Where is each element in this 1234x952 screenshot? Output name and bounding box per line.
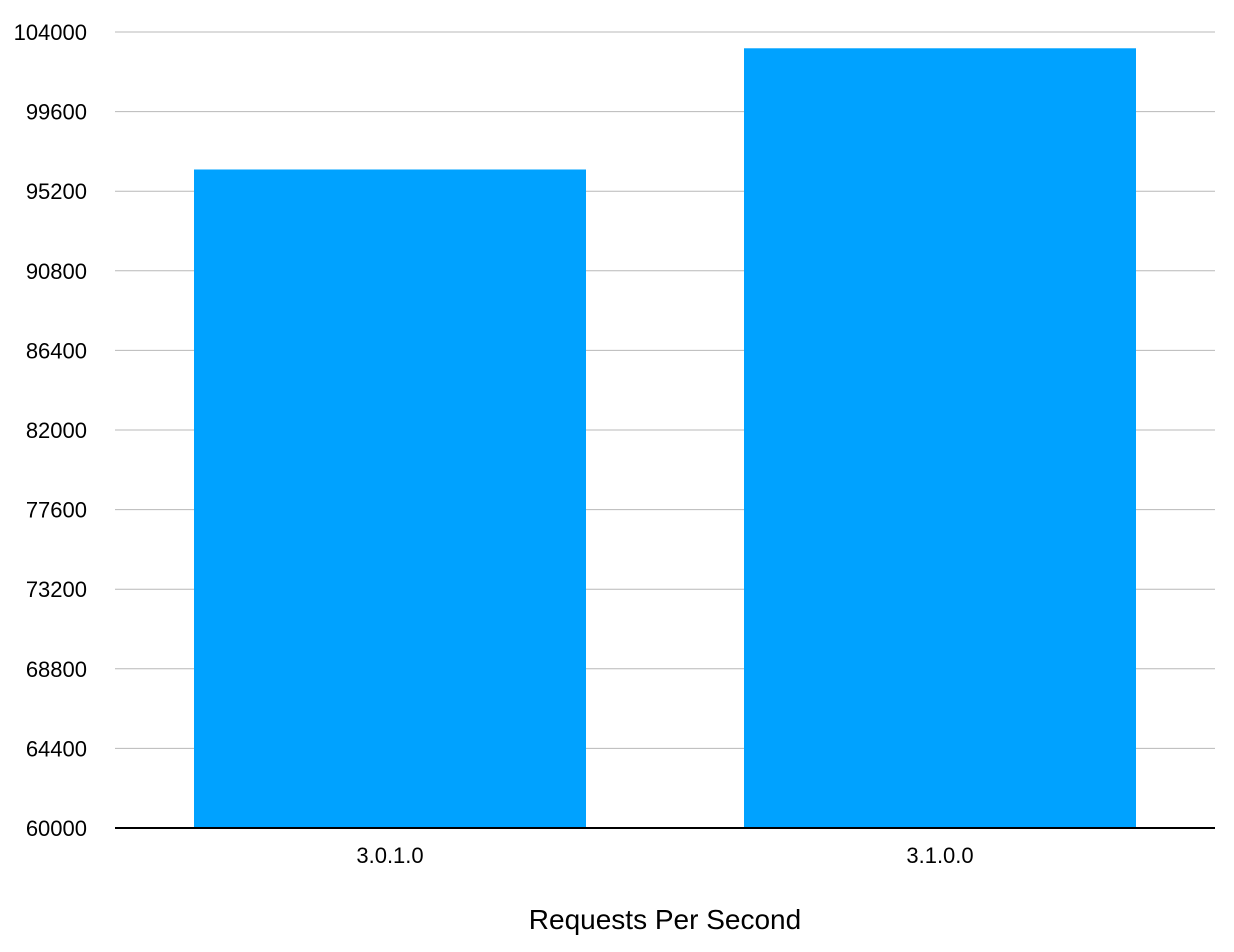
y-tick-label: 60000 (26, 816, 87, 841)
y-tick-label: 104000 (14, 20, 87, 45)
y-tick-label: 82000 (26, 418, 87, 443)
x-tick-label: 3.1.0.0 (906, 843, 973, 868)
y-tick-label: 68800 (26, 657, 87, 682)
x-axis-title: Requests Per Second (529, 904, 801, 935)
y-tick-label: 73200 (26, 577, 87, 602)
y-tick-label: 95200 (26, 179, 87, 204)
bar-3.0.1.0 (194, 169, 586, 828)
y-tick-label: 99600 (26, 100, 87, 125)
y-tick-labels: 104000 99600 95200 90800 86400 82000 77600 7320… (14, 20, 87, 841)
y-tick-label: 86400 (26, 338, 87, 363)
bars (194, 48, 1136, 829)
y-tick-label: 90800 (26, 259, 87, 284)
y-tick-label: 64400 (26, 736, 87, 761)
y-tick-label: 77600 (26, 498, 87, 523)
bar-3.1.0.0 (744, 48, 1136, 829)
x-tick-labels: 3.0.1.0 3.1.0.0 (356, 843, 973, 868)
x-tick-label: 3.0.1.0 (356, 843, 423, 868)
